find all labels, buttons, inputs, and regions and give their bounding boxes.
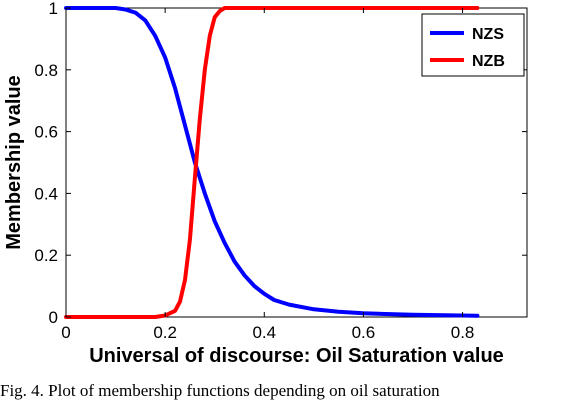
x-tick-label: 0.8 <box>451 323 475 342</box>
legend-box <box>421 13 525 77</box>
x-tick-label: 0.6 <box>352 323 376 342</box>
legend-label-nzb: NZB <box>472 53 505 70</box>
y-tick-label: 0.4 <box>34 184 58 203</box>
y-tick-label: 1 <box>49 0 58 18</box>
y-tick-label: 0.8 <box>34 61 58 80</box>
series-line-nzs <box>64 6 480 318</box>
x-axis-title: Universal of discourse: Oil Saturation v… <box>89 345 504 367</box>
y-tick-label: 0 <box>49 308 58 327</box>
x-tick-label: 0 <box>61 323 70 342</box>
figure-caption: Fig. 4. Plot of membership functions dep… <box>0 381 440 400</box>
x-tick-label: 0.2 <box>153 323 177 342</box>
x-tick-label: 0.4 <box>252 323 276 342</box>
legend-label-nzs: NZS <box>472 26 504 43</box>
axes-layer: 0 0.2 0.4 0.6 0.8 0 0.2 0.4 0.6 0.8 1 <box>34 0 527 342</box>
series-layer <box>64 6 480 319</box>
y-tick-label: 0.6 <box>34 123 58 142</box>
legend: NZS NZB <box>421 13 525 77</box>
series-line-nzb <box>64 6 480 319</box>
y-axis-title: Membership value <box>3 75 25 250</box>
y-tick-label: 0.2 <box>34 246 58 265</box>
